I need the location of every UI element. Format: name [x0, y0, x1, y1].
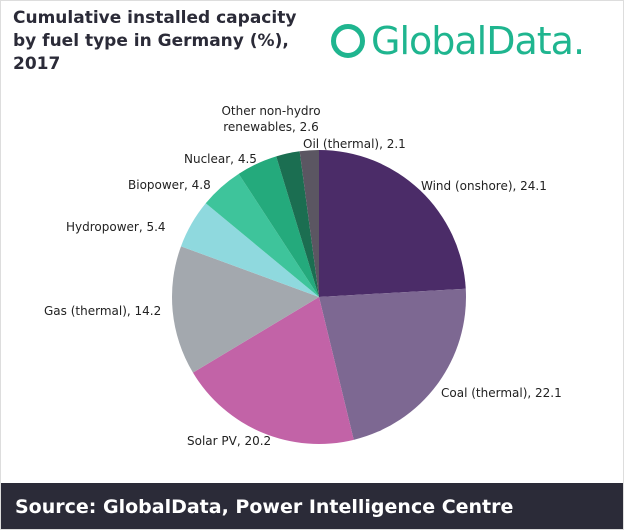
data-label: Solar PV, 20.2 [187, 434, 272, 448]
data-label: Nuclear, 4.5 [184, 152, 257, 166]
pie-slice [205, 173, 319, 297]
pie-slice [299, 150, 319, 297]
data-label: Hydropower, 5.4 [66, 220, 166, 234]
logo: GlobalData. [331, 19, 585, 63]
logo-text: GlobalData. [371, 19, 585, 63]
pie-slice [172, 246, 319, 373]
data-label: Coal (thermal), 22.1 [441, 386, 562, 400]
pie-slice [276, 151, 319, 297]
pie-slice [181, 203, 319, 297]
data-label: Gas (thermal), 14.2 [44, 304, 162, 318]
pie-slice [319, 150, 466, 297]
pie-slice [238, 156, 319, 297]
data-label: Wind (onshore), 24.1 [421, 179, 547, 193]
pie-slice [192, 297, 354, 444]
source: Source: GlobalData, Power Intelligence C… [1, 483, 623, 529]
data-label: Other non-hydro renewables, 2.6 [221, 104, 321, 134]
data-label: Biopower, 4.8 [128, 178, 211, 192]
logo-mark [331, 24, 365, 58]
chart-title: Cumulative installed capacity by fuel ty… [13, 8, 297, 74]
pie-slice [319, 288, 466, 440]
chart [172, 150, 466, 444]
data-label: Oil (thermal), 2.1 [303, 137, 406, 151]
